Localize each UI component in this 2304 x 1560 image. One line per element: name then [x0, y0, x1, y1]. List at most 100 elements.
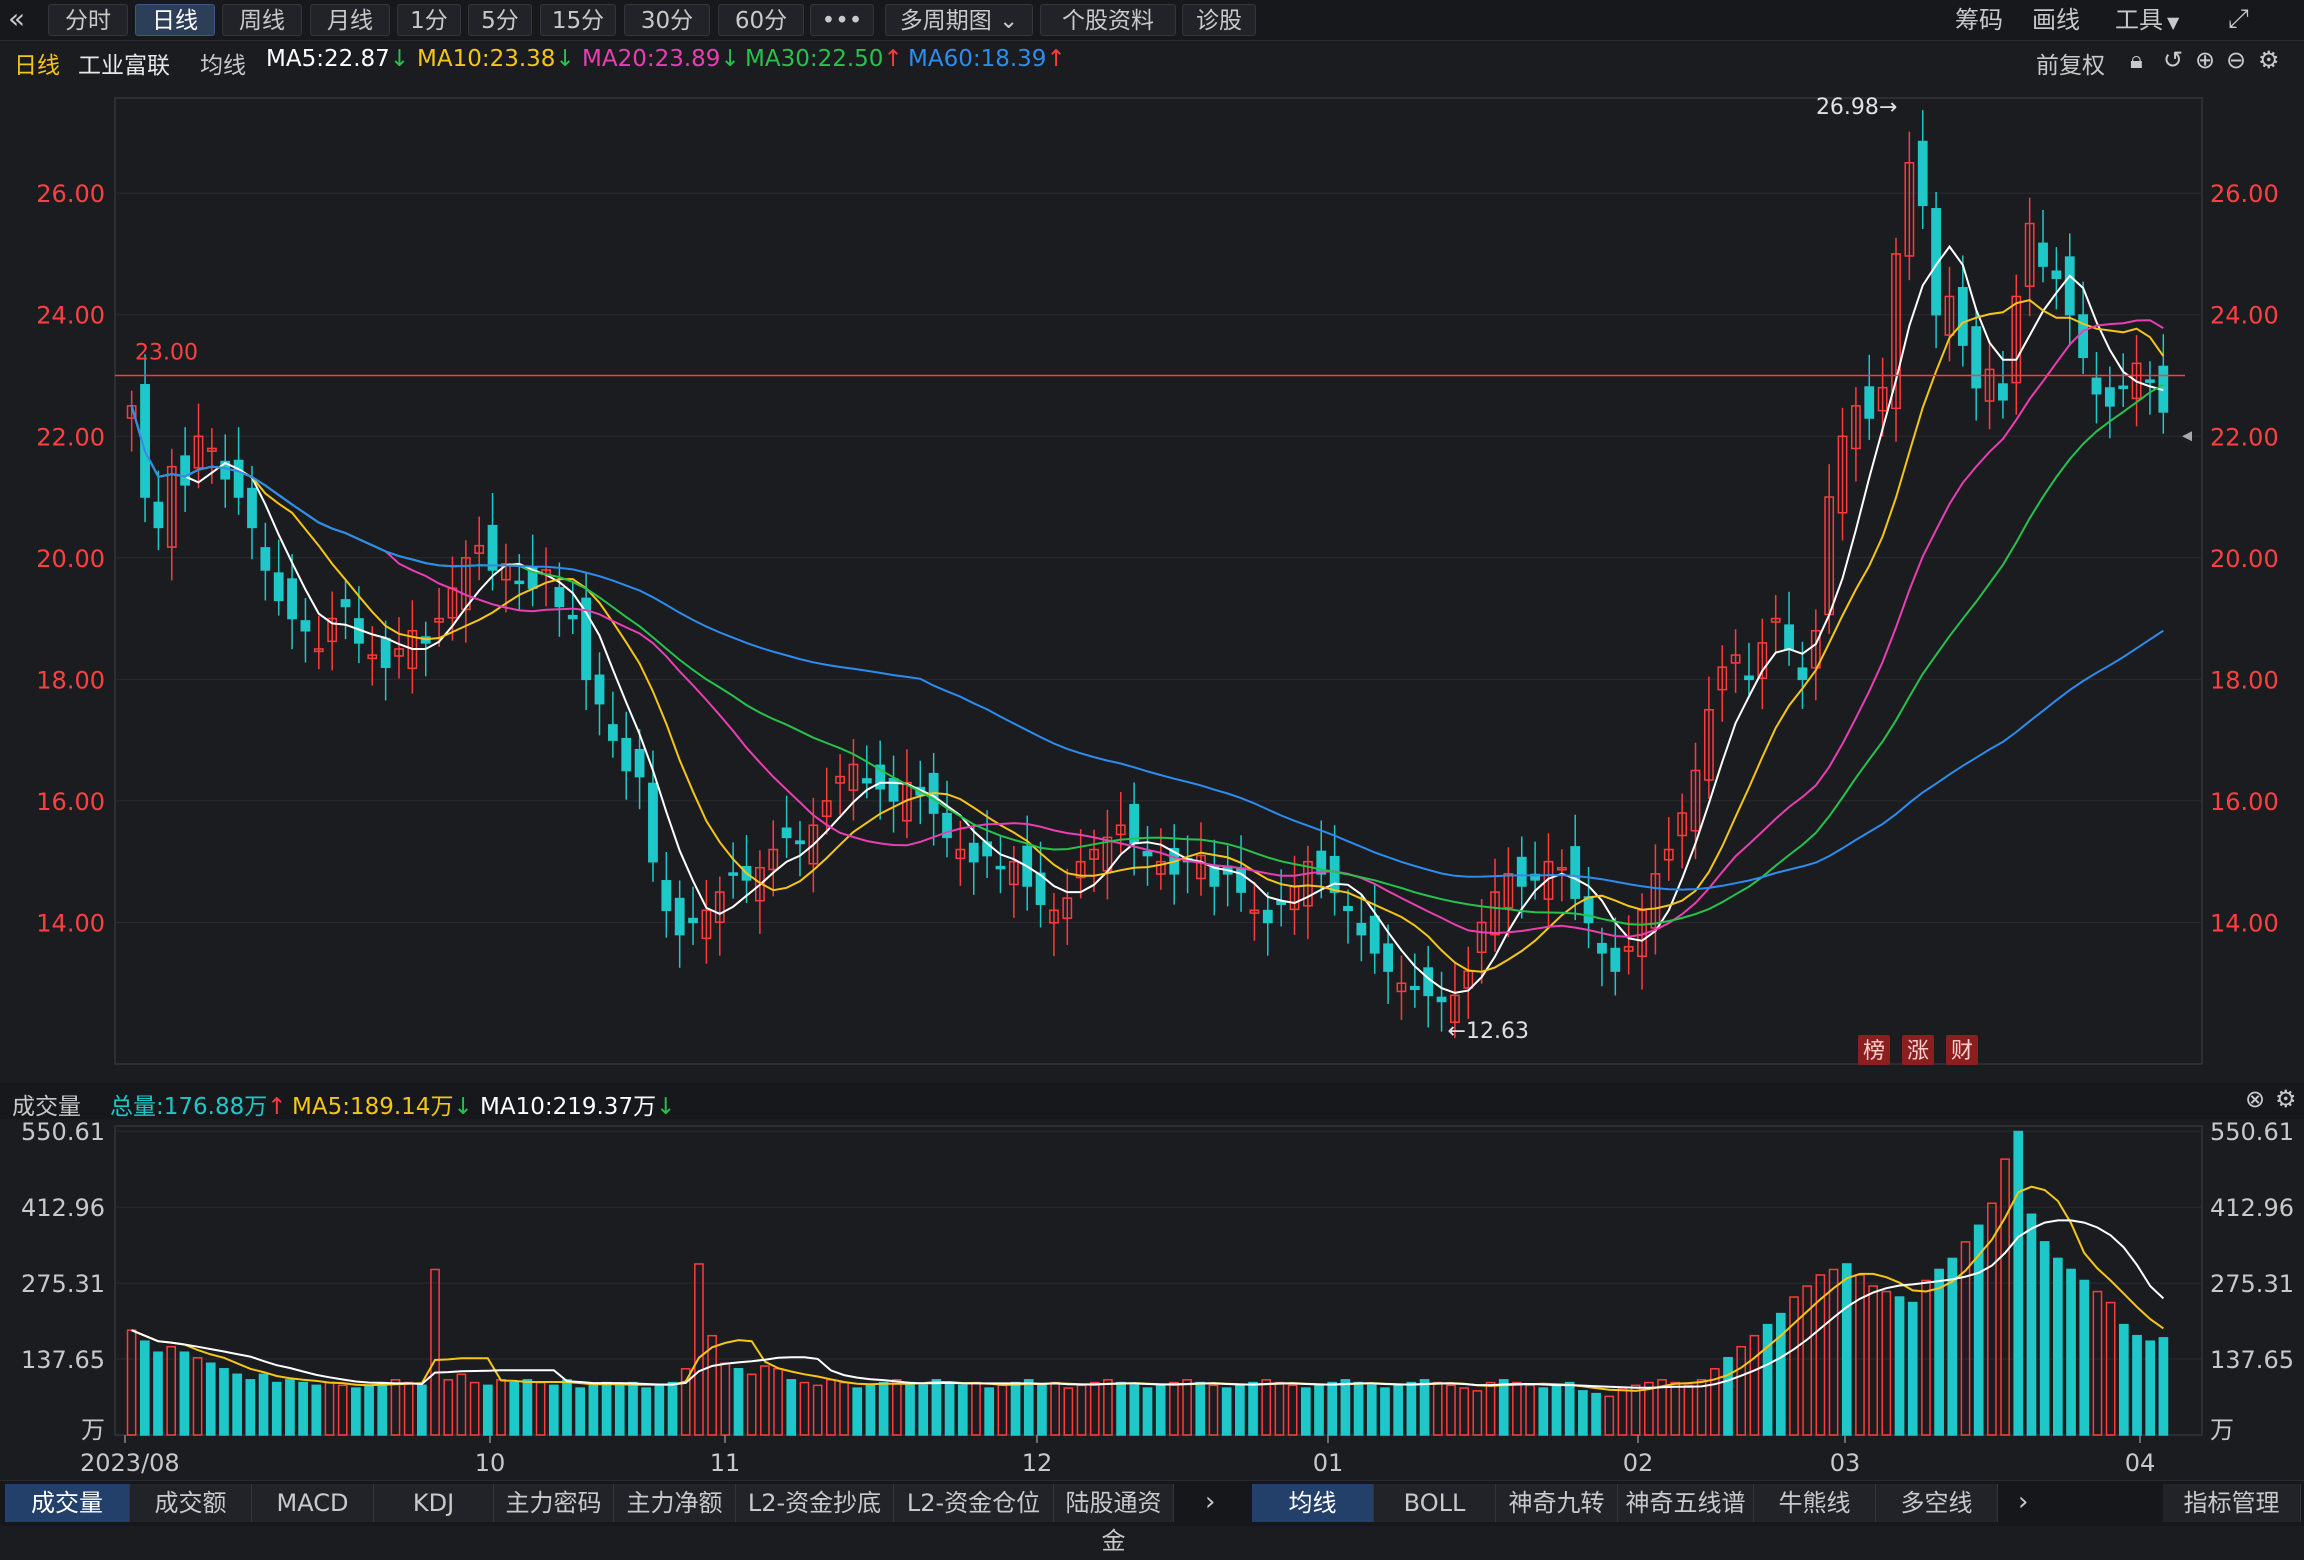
indicator-tab-0[interactable]: 成交量 — [5, 1484, 130, 1522]
volume-bar-131 — [1855, 1274, 1865, 1436]
candle-body-95 — [1396, 982, 1407, 993]
chevron-right-icon-2[interactable]: › — [2018, 1487, 2029, 1517]
volume-bar-49 — [773, 1368, 783, 1436]
zoom-out-icon[interactable]: ⊖ — [2226, 46, 2247, 74]
undo-icon[interactable]: ↺ — [2163, 46, 2184, 74]
candle-body-145 — [2064, 256, 2075, 316]
volume-bar-115 — [1644, 1381, 1654, 1436]
volume-bar-108 — [1551, 1384, 1562, 1436]
volume-bar-62 — [944, 1381, 955, 1436]
candle-body-129 — [1851, 405, 1861, 450]
volume-bar-16 — [337, 1384, 348, 1436]
period-tab-2[interactable]: 周线 — [222, 4, 302, 36]
candle-body-40 — [661, 880, 672, 912]
volume-bar-149 — [2092, 1290, 2103, 1436]
volume-header: 成交量 总量:176.88万↑ MA5:189.14万↓ MA10:219.37… — [0, 1083, 2304, 1120]
period-tab-8[interactable]: 60分 — [718, 4, 804, 36]
close-icon[interactable]: ⊗ — [2245, 1085, 2266, 1113]
vol-tick-right-1: 412.96 — [2210, 1194, 2294, 1222]
period-tab-0[interactable]: 分时 — [48, 4, 128, 36]
volume-gear-icon[interactable]: ⚙ — [2275, 1085, 2297, 1113]
candle-body-20 — [394, 648, 404, 657]
volume-bar-147 — [2066, 1268, 2076, 1436]
candle-body-33 — [567, 614, 578, 620]
candle-body-74 — [1115, 824, 1126, 836]
indicator-tab-1[interactable]: 成交额 — [130, 1484, 252, 1522]
overlay-tab-4[interactable]: 牛熊线 — [1754, 1484, 1876, 1522]
volume-bar-37 — [614, 1384, 625, 1436]
y-tick-right-5: 16.00 — [2210, 788, 2279, 816]
volume-bar-19 — [377, 1381, 388, 1436]
indicator-tab-7[interactable]: L2-资金仓位 — [894, 1484, 1054, 1522]
period-tab-7[interactable]: 30分 — [624, 4, 710, 36]
volume-bar-91 — [1327, 1381, 1338, 1436]
volume-bar-119 — [1696, 1379, 1707, 1436]
candle-body-56 — [875, 764, 886, 790]
volume-bar-7 — [219, 1368, 229, 1436]
chips-button[interactable]: 筹码 — [1955, 6, 2003, 34]
volume-bar-0 — [126, 1329, 137, 1436]
indicator-tab-8[interactable]: 陆股通资金 — [1054, 1484, 1174, 1555]
y-tick-left-1: 24.00 — [36, 302, 105, 330]
draw-line-button[interactable]: 画线 — [2032, 6, 2080, 34]
tools-button[interactable]: 工具 ▼ — [2115, 4, 2179, 36]
last-price-marker — [2182, 431, 2192, 442]
period-tab-5[interactable]: 5分 — [468, 4, 532, 36]
double-chevron-left-icon[interactable]: « — [8, 2, 26, 35]
candle-body-105 — [1530, 873, 1541, 881]
period-tab-1[interactable]: 日线 — [135, 4, 215, 36]
period-tab-12[interactable]: 诊股 — [1182, 4, 1256, 36]
candlestick-chart[interactable]: 26.00 26.00 24.00 24.00 22.00 22.00 20.00 20.00… — [0, 82, 2304, 1067]
reference-hline-label: 23.00 — [135, 340, 198, 365]
volume-bar-54 — [839, 1381, 849, 1436]
candle-body-138 — [1971, 326, 1982, 389]
zoom-in-icon[interactable]: ⊕ — [2195, 46, 2216, 74]
volume-bar-81 — [1195, 1381, 1206, 1436]
lock-icon[interactable]: 🔒︎ — [2130, 46, 2143, 74]
adjust-button[interactable]: 前复权 — [2036, 53, 2105, 79]
candle-body-66 — [1008, 860, 1019, 886]
volume-ma5: MA5:189.14万↓ — [292, 1094, 473, 1120]
volume-bar-140 — [1973, 1224, 1984, 1436]
volume-bar-118 — [1683, 1384, 1694, 1436]
candle-body-2 — [153, 501, 164, 529]
overlay-tab-0[interactable]: 均线 — [1252, 1484, 1374, 1522]
period-tab-4[interactable]: 1分 — [397, 4, 461, 36]
gear-icon[interactable]: ⚙ — [2258, 46, 2280, 74]
period-tab-11[interactable]: 个股资料 — [1040, 4, 1176, 36]
overlay-tab-3[interactable]: 神奇五线谱 — [1618, 1484, 1754, 1522]
volume-bar-17 — [351, 1387, 361, 1436]
period-tab-3[interactable]: 月线 — [310, 4, 390, 36]
volume-bar-26 — [469, 1381, 480, 1436]
volume-chart[interactable]: 550.61 550.61 412.96 412.96 275.31 275.31 137.… — [0, 1118, 2304, 1480]
candle-body-118 — [1703, 708, 1714, 781]
chevron-right-icon[interactable]: › — [1205, 1487, 1216, 1517]
overlay-tab-5[interactable]: 多空线 — [1876, 1484, 1998, 1522]
overlay-tab-1[interactable]: BOLL — [1374, 1484, 1496, 1522]
indicator-tab-4[interactable]: 主力密码 — [494, 1484, 614, 1522]
y-tick-left-2: 22.00 — [36, 423, 105, 451]
indicator-tab-3[interactable]: KDJ — [374, 1484, 494, 1522]
volume-bar-36 — [601, 1381, 612, 1436]
expand-arrows-icon[interactable]: ⤢ — [2228, 4, 2249, 34]
period-tab-10[interactable]: 多周期图 ⌄ — [885, 4, 1033, 36]
indicator-tab-2[interactable]: MACD — [252, 1484, 374, 1522]
volume-bar-15 — [324, 1381, 335, 1436]
period-tab-9[interactable]: ••• — [810, 4, 874, 36]
indicator-tab-6[interactable]: L2-资金抄底 — [736, 1484, 894, 1522]
volume-svg: 550.61 550.61 412.96 412.96 275.31 275.31 137.… — [21, 1118, 2294, 1477]
candle-body-81 — [1209, 865, 1220, 887]
candle-body-151 — [2145, 379, 2155, 383]
period-label: 日线 — [14, 53, 60, 79]
overlay-tab-2[interactable]: 神奇九转 — [1496, 1484, 1618, 1522]
indicator-tab-5[interactable]: 主力净额 — [614, 1484, 736, 1522]
candle-body-83 — [1236, 867, 1246, 893]
candle-body-50 — [795, 840, 805, 845]
indicator-manage-button[interactable]: 指标管理 — [2163, 1484, 2301, 1522]
volume-bar-60 — [918, 1384, 929, 1436]
candle-body-54 — [848, 763, 859, 791]
volume-bar-67 — [1010, 1381, 1021, 1436]
volume-bar-72 — [1076, 1384, 1087, 1436]
period-tab-6[interactable]: 15分 — [540, 4, 616, 36]
candle-body-19 — [380, 637, 391, 668]
